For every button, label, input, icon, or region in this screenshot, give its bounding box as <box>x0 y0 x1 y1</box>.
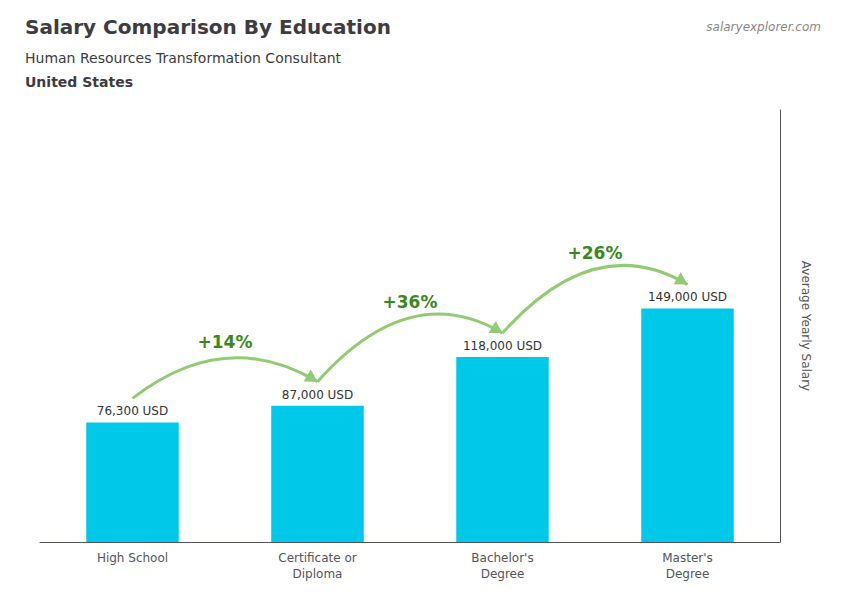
svg-text:Master's: Master's <box>662 551 713 565</box>
svg-text:Salary Comparison By Education: Salary Comparison By Education <box>25 15 391 39</box>
svg-text:Certificate or: Certificate or <box>278 551 356 565</box>
svg-text:+14%: +14% <box>198 332 253 352</box>
svg-text:High School: High School <box>97 551 168 565</box>
svg-text:76,300 USD: 76,300 USD <box>97 404 168 418</box>
svg-text:+36%: +36% <box>383 292 438 312</box>
svg-text:Bachelor's: Bachelor's <box>471 551 533 565</box>
svg-text:118,000 USD: 118,000 USD <box>463 339 542 353</box>
svg-text:Average Yearly Salary: Average Yearly Salary <box>799 261 813 391</box>
svg-text:salaryexplorer.com: salaryexplorer.com <box>706 20 821 34</box>
svg-text:87,000 USD: 87,000 USD <box>282 388 353 402</box>
svg-text:Degree: Degree <box>481 567 525 581</box>
svg-text:United States: United States <box>25 74 133 90</box>
svg-text:Human Resources Transformation: Human Resources Transformation Consultan… <box>25 50 342 66</box>
svg-text:149,000 USD: 149,000 USD <box>648 290 727 304</box>
svg-text:Degree: Degree <box>666 567 710 581</box>
svg-text:+26%: +26% <box>568 243 623 263</box>
svg-text:Diploma: Diploma <box>293 567 343 581</box>
